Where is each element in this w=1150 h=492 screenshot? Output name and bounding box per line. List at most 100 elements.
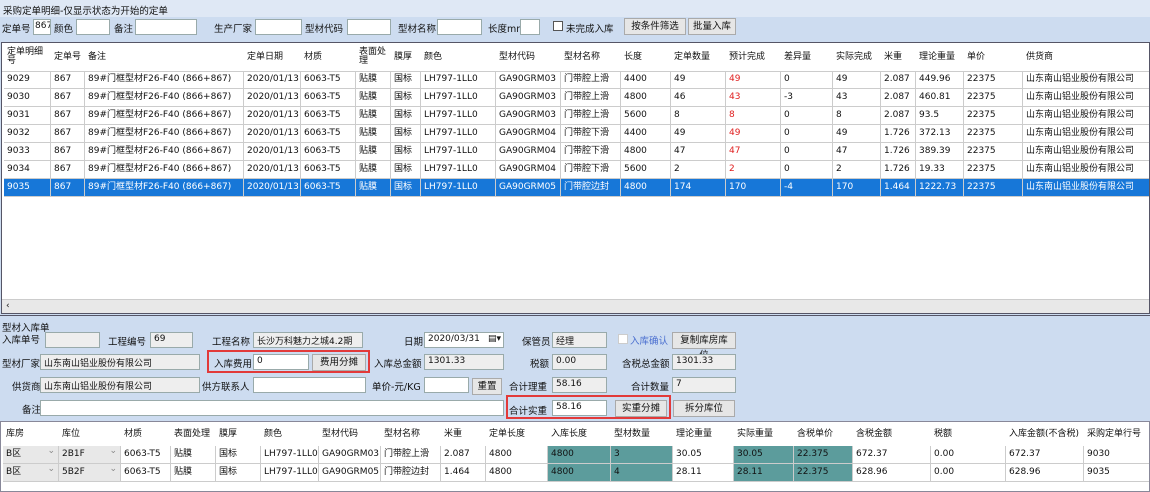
table-cell[interactable]: 1.726 [881, 161, 916, 179]
column-header[interactable]: 型材数量 [614, 428, 651, 439]
in-no-input[interactable] [45, 332, 100, 348]
total-input[interactable]: 1301.33 [424, 354, 504, 370]
table-cell[interactable]: 22.375 [794, 464, 853, 482]
confirm-checkbox[interactable] [618, 334, 628, 344]
table-cell[interactable]: 22.375 [794, 446, 853, 464]
table-cell[interactable]: 28.11 [734, 464, 794, 482]
table-cell[interactable]: GA90GRM04 [496, 143, 561, 161]
table-cell[interactable]: 93.5 [916, 107, 964, 125]
unit-price-input[interactable] [424, 377, 469, 393]
table-cell[interactable]: 2.087 [881, 71, 916, 89]
table-cell[interactable]: 47 [726, 143, 781, 161]
column-header[interactable]: 米重 [884, 51, 903, 62]
table-cell[interactable]: 6063-T5 [301, 125, 356, 143]
table-cell[interactable]: 山东南山铝业股份有限公司 [1023, 107, 1149, 125]
table-cell[interactable]: 1.726 [881, 125, 916, 143]
table-cell[interactable]: GA90GRM03 [496, 89, 561, 107]
table-cell[interactable]: 国标 [391, 143, 421, 161]
table-cell[interactable]: 89#门框型材F26-F40 (866+867) [85, 71, 244, 89]
table-cell[interactable]: 贴膜 [356, 71, 391, 89]
table-cell[interactable]: 867 [51, 161, 85, 179]
table-cell[interactable]: GA90GRM04 [496, 161, 561, 179]
column-header[interactable]: 税额 [934, 428, 953, 439]
table-cell[interactable]: 22375 [964, 107, 1023, 125]
table-cell[interactable]: 贴膜 [356, 161, 391, 179]
column-header[interactable]: 库房 [6, 428, 25, 439]
column-header[interactable]: 理论重量 [676, 428, 713, 439]
chevron-down-icon[interactable]: ⌄ [109, 446, 117, 456]
table-cell[interactable]: 8 [671, 107, 726, 125]
table-cell[interactable]: 43 [726, 89, 781, 107]
color-input[interactable] [76, 19, 110, 35]
table-cell[interactable]: GA90GRM03 [319, 446, 381, 464]
column-header[interactable]: 单价 [967, 51, 986, 62]
table-cell[interactable]: 门带腔边封 [561, 179, 621, 197]
table-cell[interactable]: 4400 [621, 71, 671, 89]
location-dropdown[interactable]: B区 ⌄ [3, 446, 59, 464]
table-cell[interactable]: 9030 [1084, 446, 1149, 464]
remark-form-input[interactable] [40, 400, 504, 416]
column-header[interactable]: 膜厚 [394, 51, 413, 62]
column-header[interactable]: 材质 [304, 51, 323, 62]
table-cell[interactable]: 9031 [4, 107, 51, 125]
table-cell[interactable]: 国标 [391, 161, 421, 179]
calendar-dropdown-icon[interactable]: ▤▾ [487, 334, 501, 344]
table-cell[interactable]: 89#门框型材F26-F40 (866+867) [85, 107, 244, 125]
table-cell[interactable]: 门带腔上滑 [561, 89, 621, 107]
table-cell[interactable]: 449.96 [916, 71, 964, 89]
table-cell[interactable]: 贴膜 [356, 89, 391, 107]
table-cell[interactable]: 49 [671, 125, 726, 143]
table-cell[interactable]: 89#门框型材F26-F40 (866+867) [85, 161, 244, 179]
table-cell[interactable]: 9035 [1084, 464, 1149, 482]
table-cell[interactable]: 867 [51, 125, 85, 143]
table-cell[interactable]: 22375 [964, 161, 1023, 179]
contact-input[interactable] [253, 377, 366, 393]
column-header[interactable]: 定单数量 [674, 51, 711, 62]
table-cell[interactable]: 372.13 [916, 125, 964, 143]
table-cell[interactable]: 门带腔上滑 [561, 107, 621, 125]
length-input[interactable] [520, 19, 540, 35]
column-header[interactable]: 实际完成 [836, 51, 873, 62]
column-header[interactable]: 型材代码 [322, 428, 359, 439]
filter-button[interactable]: 按条件筛选 [624, 18, 686, 35]
unfinished-checkbox[interactable] [553, 21, 563, 31]
table-cell[interactable]: 国标 [216, 446, 261, 464]
table-cell[interactable]: 9034 [4, 161, 51, 179]
table-cell[interactable]: 0 [781, 125, 833, 143]
table-cell[interactable]: 9030 [4, 89, 51, 107]
column-header[interactable]: 实际重量 [737, 428, 774, 439]
maker-form-input[interactable]: 山东南山铝业股份有限公司 [40, 354, 200, 370]
column-header[interactable]: 预计完成 [729, 51, 766, 62]
table-cell[interactable]: 6063-T5 [301, 143, 356, 161]
column-header[interactable]: 库位 [62, 428, 81, 439]
table-cell[interactable]: 1.464 [881, 179, 916, 197]
column-header[interactable]: 型材代码 [499, 51, 536, 62]
table-cell[interactable]: 山东南山铝业股份有限公司 [1023, 89, 1149, 107]
table-cell[interactable]: 89#门框型材F26-F40 (866+867) [85, 125, 244, 143]
table-cell[interactable]: 0.00 [931, 446, 1006, 464]
chevron-down-icon[interactable]: ⌄ [47, 464, 55, 474]
table-cell[interactable]: 89#门框型材F26-F40 (866+867) [85, 179, 244, 197]
table-cell[interactable]: 19.33 [916, 161, 964, 179]
table-cell[interactable]: 山东南山铝业股份有限公司 [1023, 125, 1149, 143]
table-cell[interactable]: 4400 [621, 125, 671, 143]
fee-split-button[interactable]: 费用分摊 [312, 354, 366, 371]
column-header[interactable]: 供货商 [1026, 51, 1054, 62]
table-cell[interactable]: 山东南山铝业股份有限公司 [1023, 179, 1149, 197]
column-header[interactable]: 入库长度 [551, 428, 588, 439]
column-header[interactable]: 材质 [124, 428, 143, 439]
table-cell[interactable]: 628.96 [1006, 464, 1084, 482]
column-header[interactable]: 表面处理 [174, 428, 211, 439]
table-cell[interactable]: GA90GRM03 [496, 107, 561, 125]
column-header[interactable]: 差异量 [784, 51, 812, 62]
column-header[interactable]: 型材名称 [564, 51, 601, 62]
table-cell[interactable]: 5600 [621, 107, 671, 125]
column-header[interactable]: 理论重量 [919, 51, 956, 62]
table-cell[interactable]: 2020/01/13 [244, 179, 301, 197]
location-dropdown[interactable]: 2B1F ⌄ [59, 446, 121, 464]
table-cell[interactable]: 国标 [391, 89, 421, 107]
table-cell[interactable]: 门带腔下滑 [561, 161, 621, 179]
table-cell[interactable]: 867 [51, 107, 85, 125]
table-cell[interactable]: 174 [671, 179, 726, 197]
column-header[interactable]: 入库金额(不含税) [1009, 428, 1080, 439]
